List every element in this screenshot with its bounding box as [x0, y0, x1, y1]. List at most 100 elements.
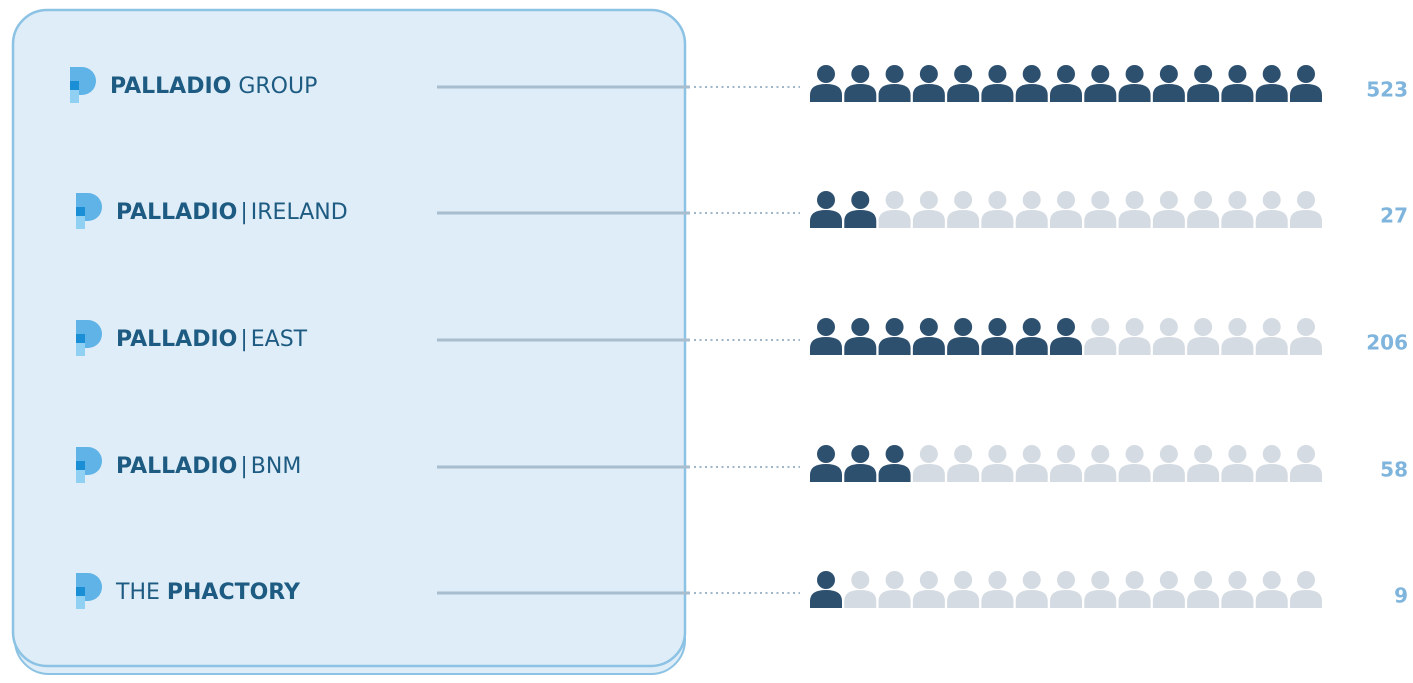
icon-body	[1221, 590, 1254, 608]
icon-body	[878, 210, 911, 228]
icon-body	[947, 337, 980, 355]
icon-body	[947, 464, 980, 482]
logo-stem	[70, 81, 79, 103]
icon-body	[1118, 464, 1151, 482]
icon-body	[1255, 464, 1288, 482]
label-part: PALLADIO	[110, 74, 231, 99]
label-part: EAST	[251, 327, 308, 352]
panel	[11, 8, 687, 668]
icon-body	[878, 464, 911, 482]
icon-head	[1159, 318, 1178, 336]
icon-head	[1297, 318, 1315, 336]
value-label: 206	[1366, 331, 1408, 355]
category-label: THE PHACTORY	[115, 580, 301, 605]
icon-body	[1290, 210, 1322, 228]
icon-body	[1118, 337, 1151, 355]
icon-body	[912, 464, 945, 482]
icon-body	[1221, 337, 1254, 355]
icon-head	[1194, 191, 1213, 209]
value-label: 58	[1380, 458, 1408, 482]
icon-head	[1262, 191, 1281, 209]
icon-head	[1125, 65, 1144, 83]
icon-head	[1159, 445, 1178, 463]
icon-head	[1262, 571, 1281, 589]
icon-body	[1084, 464, 1117, 482]
icon-head	[1194, 318, 1213, 336]
icon-head	[1262, 65, 1281, 83]
icon-body	[878, 84, 911, 102]
icon-body	[1050, 464, 1082, 482]
icon-body	[947, 84, 980, 102]
icon-body	[1255, 210, 1288, 228]
icon-body	[1290, 84, 1322, 102]
icon-row	[810, 445, 1322, 482]
icon-head	[1057, 571, 1075, 589]
logo-stem	[76, 461, 85, 483]
logo-mid	[76, 334, 85, 343]
icon-body	[981, 464, 1014, 482]
icon-body	[1084, 210, 1117, 228]
icon-head	[988, 318, 1007, 336]
icon-row	[810, 191, 1322, 228]
logo-stem	[76, 587, 85, 609]
icon-head	[988, 571, 1007, 589]
icon-body	[1015, 590, 1048, 608]
icon-head	[1091, 191, 1110, 209]
category-label: PALLADIO | BNM	[116, 454, 301, 479]
icon-body	[1084, 590, 1117, 608]
icon-body	[1050, 210, 1082, 228]
icon-body	[1152, 590, 1185, 608]
icon-head	[954, 65, 973, 83]
icon-head	[1297, 445, 1315, 463]
icon-body	[912, 590, 945, 608]
icon-body	[1290, 337, 1322, 355]
icon-body	[1050, 337, 1082, 355]
icon-head	[1228, 65, 1247, 83]
icon-body	[1015, 84, 1048, 102]
icon-head	[1125, 445, 1144, 463]
icon-body	[844, 590, 877, 608]
icon-row	[810, 318, 1322, 355]
icon-head	[954, 318, 973, 336]
icon-body	[810, 590, 842, 608]
label-part: GROUP	[238, 74, 317, 99]
icon-head	[1228, 445, 1247, 463]
icon-row	[810, 65, 1322, 102]
icon-body	[912, 84, 945, 102]
icon-head	[1194, 571, 1213, 589]
icon-body	[844, 337, 877, 355]
category-label: PALLADIO GROUP	[110, 74, 317, 99]
icon-body	[1152, 337, 1185, 355]
icon-head	[851, 445, 870, 463]
logo-mid	[70, 81, 79, 90]
label-part: PALLADIO	[116, 200, 237, 225]
icon-head	[954, 571, 973, 589]
label-part: BNM	[251, 454, 302, 479]
value-label: 523	[1366, 78, 1408, 102]
icon-body	[1015, 337, 1048, 355]
icon-body	[1118, 210, 1151, 228]
icon-head	[988, 191, 1007, 209]
icon-head	[919, 445, 938, 463]
icon-body	[1187, 337, 1220, 355]
icon-head	[1228, 318, 1247, 336]
icon-head	[885, 191, 904, 209]
icon-body	[878, 337, 911, 355]
icon-body	[1187, 210, 1220, 228]
icon-head	[1297, 571, 1315, 589]
icon-body	[844, 464, 877, 482]
icon-body	[912, 337, 945, 355]
icon-body	[1187, 464, 1220, 482]
icon-head	[1228, 571, 1247, 589]
icon-body	[810, 210, 842, 228]
icon-head	[1091, 571, 1110, 589]
icon-head	[1057, 65, 1075, 83]
icon-body	[1118, 84, 1151, 102]
value-label: 27	[1380, 204, 1408, 228]
icon-head	[988, 445, 1007, 463]
icon-head	[1297, 191, 1315, 209]
logo-stem	[76, 334, 85, 356]
icon-body	[810, 84, 842, 102]
icon-body	[1221, 210, 1254, 228]
